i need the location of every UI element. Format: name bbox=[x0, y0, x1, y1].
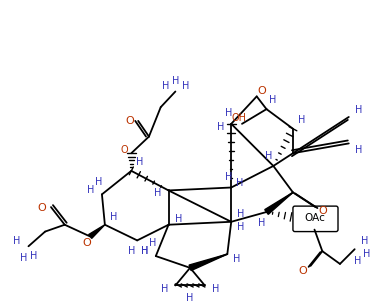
Text: H: H bbox=[175, 214, 182, 224]
Text: H: H bbox=[212, 284, 219, 294]
Text: H: H bbox=[13, 236, 20, 246]
Text: H: H bbox=[30, 251, 37, 261]
Text: H: H bbox=[149, 238, 156, 248]
Text: H: H bbox=[128, 246, 135, 256]
Text: H: H bbox=[172, 76, 179, 86]
Text: O: O bbox=[121, 145, 128, 155]
Text: O: O bbox=[298, 266, 307, 276]
Text: H: H bbox=[95, 177, 103, 187]
Text: H: H bbox=[161, 284, 168, 294]
Text: H: H bbox=[217, 122, 224, 132]
Text: H: H bbox=[110, 212, 117, 222]
Text: H: H bbox=[233, 254, 241, 264]
Polygon shape bbox=[189, 254, 227, 271]
Polygon shape bbox=[265, 192, 293, 214]
Text: H: H bbox=[88, 185, 95, 196]
Text: O: O bbox=[38, 203, 47, 213]
Text: H: H bbox=[355, 145, 362, 155]
Text: H: H bbox=[20, 253, 27, 263]
Text: H: H bbox=[354, 256, 361, 266]
Text: H: H bbox=[258, 218, 265, 228]
Text: H: H bbox=[361, 236, 368, 246]
Text: H: H bbox=[224, 172, 232, 182]
Text: H: H bbox=[186, 293, 194, 303]
Text: H: H bbox=[154, 188, 161, 198]
Text: H: H bbox=[265, 151, 272, 161]
Text: H: H bbox=[162, 81, 169, 91]
Text: H: H bbox=[355, 105, 362, 115]
Text: OAc: OAc bbox=[304, 213, 325, 223]
Text: H: H bbox=[224, 108, 232, 118]
Text: O: O bbox=[318, 206, 327, 216]
Text: OH: OH bbox=[231, 113, 247, 123]
Polygon shape bbox=[89, 225, 105, 239]
Text: H: H bbox=[141, 246, 149, 256]
Text: H: H bbox=[237, 222, 245, 232]
Text: O: O bbox=[125, 116, 134, 126]
Text: H: H bbox=[363, 249, 370, 259]
Text: H: H bbox=[298, 115, 305, 125]
Text: H: H bbox=[137, 157, 144, 167]
Text: H: H bbox=[182, 81, 189, 91]
Text: O: O bbox=[83, 238, 92, 248]
Text: O: O bbox=[257, 85, 266, 95]
Text: H: H bbox=[141, 246, 149, 256]
Text: H: H bbox=[237, 178, 244, 188]
Text: H: H bbox=[237, 209, 245, 219]
Text: H: H bbox=[269, 95, 276, 105]
